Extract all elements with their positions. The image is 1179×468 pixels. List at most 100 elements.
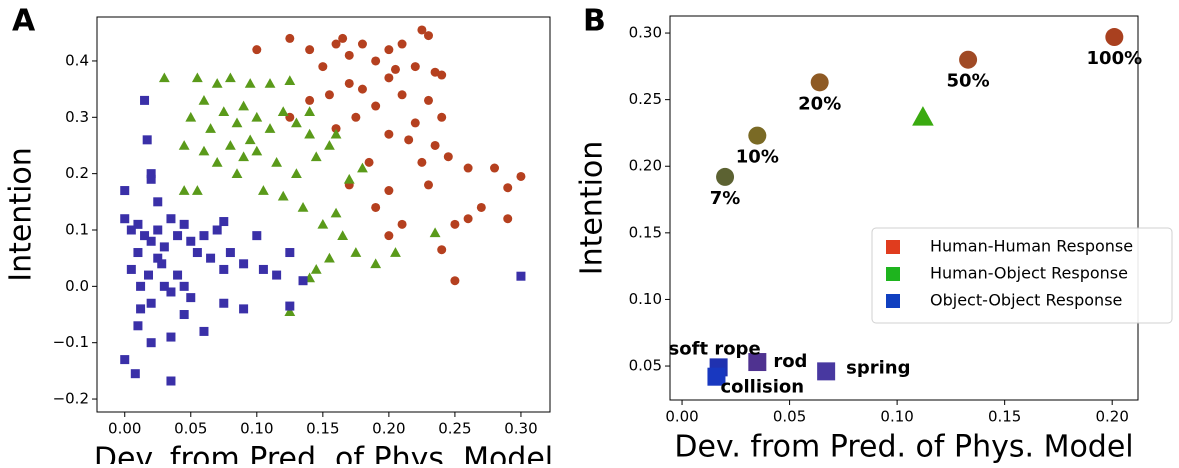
point (211, 156, 223, 167)
point (423, 95, 433, 105)
point (285, 248, 295, 258)
point (912, 106, 934, 126)
point (212, 225, 222, 235)
y-tick-label: 0.25 (629, 90, 662, 108)
point (136, 281, 146, 291)
x-tick-label: 0.20 (1095, 408, 1128, 426)
point (397, 39, 407, 49)
point (146, 174, 156, 184)
point (133, 219, 143, 229)
panel-label: B (583, 4, 606, 39)
point (225, 248, 235, 258)
point (463, 163, 473, 173)
point (397, 90, 407, 100)
point (272, 270, 282, 280)
point (357, 39, 367, 49)
point (516, 171, 526, 181)
point (344, 78, 354, 88)
point (285, 301, 295, 311)
point (417, 25, 427, 35)
point (338, 33, 348, 43)
point (371, 202, 381, 212)
point (144, 270, 154, 280)
point (205, 123, 216, 133)
point (364, 157, 374, 167)
point (284, 75, 296, 85)
point (238, 100, 249, 111)
point (264, 78, 276, 88)
point (252, 231, 262, 241)
y-tick-label: 0.05 (629, 357, 662, 375)
x-tick-label: 0.10 (240, 420, 273, 438)
point (179, 281, 189, 291)
point (304, 106, 316, 116)
point-label: soft rope (669, 338, 761, 359)
point-label: 50% (947, 71, 990, 92)
point (430, 67, 440, 77)
y-tick-label: 0.1 (65, 220, 89, 238)
legend-swatch (886, 267, 900, 281)
point (178, 140, 190, 150)
legend-label: Human-Human Response (930, 237, 1133, 256)
point (258, 264, 268, 274)
point (384, 231, 394, 241)
point (350, 247, 362, 257)
point (317, 218, 329, 229)
point (133, 248, 143, 258)
point (146, 236, 156, 246)
point (310, 151, 322, 162)
point (178, 185, 190, 195)
point (271, 156, 283, 167)
point (357, 84, 367, 94)
point (231, 168, 243, 178)
x-tick-label: 0.15 (988, 408, 1021, 426)
x-tick-label: 0.05 (773, 408, 806, 426)
plot-area (120, 25, 526, 386)
point (146, 169, 156, 179)
point (238, 151, 249, 162)
point (166, 376, 176, 386)
point (224, 140, 236, 150)
x-tick-label: 0.15 (306, 420, 339, 438)
point (390, 247, 401, 257)
point (126, 264, 136, 274)
legend-box (871, 227, 1173, 324)
point (277, 190, 289, 201)
point (206, 253, 216, 263)
point (130, 369, 140, 379)
point (185, 111, 197, 122)
point (244, 134, 256, 145)
panel-label: A (12, 4, 36, 39)
point (120, 186, 130, 196)
plot-area: 7% 10% 20% 50% 100% soft rope collision rod spri… (669, 28, 1143, 398)
point (264, 123, 276, 133)
point (707, 367, 726, 386)
point (384, 129, 394, 139)
point (810, 73, 829, 92)
point (371, 56, 381, 66)
point (252, 45, 262, 55)
point (199, 326, 209, 336)
point (198, 94, 210, 105)
x-axis-label: Dev. from Pred. of Phys. Model (94, 442, 553, 465)
y-tick-label: 0.10 (629, 290, 662, 308)
axes-frame (96, 16, 551, 413)
point (219, 264, 229, 274)
x-tick-label: 0.25 (438, 420, 471, 438)
point (748, 126, 767, 145)
point (410, 62, 420, 72)
point (179, 219, 189, 229)
point (330, 128, 342, 139)
point (423, 180, 433, 190)
point (331, 39, 341, 49)
point (218, 106, 230, 116)
axes-frame (669, 15, 1139, 401)
y-tick-label: 0.15 (629, 223, 662, 241)
point (450, 276, 460, 286)
point-label: 100% (1087, 48, 1143, 69)
point (305, 95, 315, 105)
point (251, 145, 263, 156)
point (503, 214, 513, 224)
point (140, 95, 150, 105)
